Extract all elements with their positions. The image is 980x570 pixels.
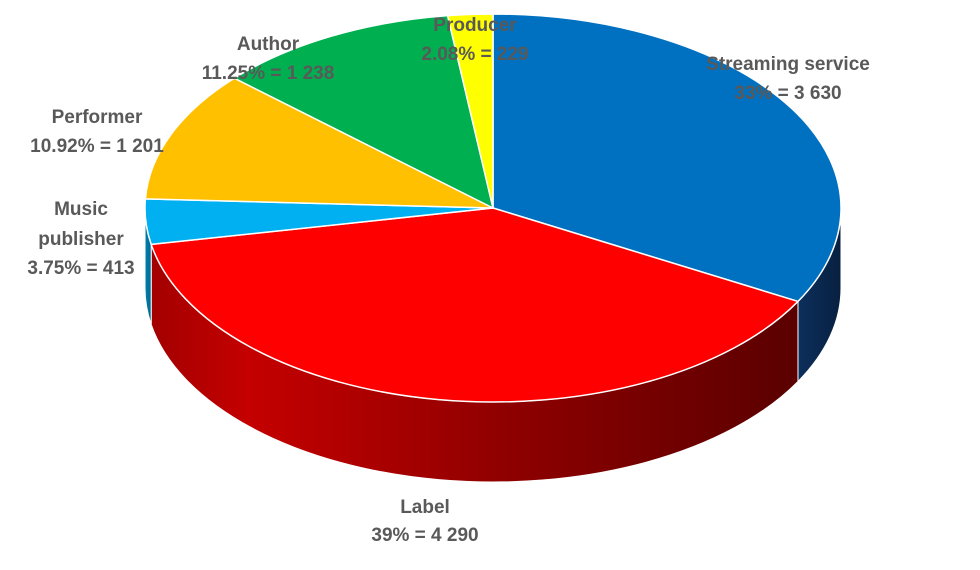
- data-label-streaming-service: Streaming service 33% = 3 630: [706, 54, 870, 104]
- pie-slice-author: [233, 14, 494, 209]
- data-label-author: Author 11.25% = 1 238: [202, 34, 335, 84]
- label-category: Streaming service: [706, 54, 870, 75]
- pie-slice-producer: [446, 13, 494, 209]
- label-category: Producer: [433, 15, 517, 36]
- label-value: 2.08% = 229: [421, 44, 528, 65]
- label-value: 10.92% = 1 201: [30, 136, 164, 157]
- label-value: 11.25% = 1 238: [202, 63, 335, 84]
- pie-slice-streaming-service: [492, 13, 842, 303]
- pie-slice-performer: [144, 77, 494, 209]
- pie-slice-label: [150, 207, 799, 403]
- data-label-label: Label 39% = 4 290: [371, 497, 478, 546]
- label-category: Label: [400, 497, 450, 518]
- data-label-producer: Producer 2.08% = 229: [421, 15, 528, 65]
- label-category: Author: [237, 34, 300, 55]
- label-value: 3.75% = 413: [27, 258, 134, 279]
- label-category: Performer: [52, 107, 143, 128]
- data-label-performer: Performer 10.92% = 1 201: [30, 107, 164, 157]
- label-category: Music: [54, 199, 108, 220]
- data-label-music-publisher: Music publisher 3.75% = 413: [27, 199, 134, 279]
- label-value: 33% = 3 630: [734, 83, 841, 104]
- label-category-line2: publisher: [38, 229, 124, 250]
- pie-slices: [144, 13, 842, 403]
- label-value: 39% = 4 290: [371, 525, 478, 546]
